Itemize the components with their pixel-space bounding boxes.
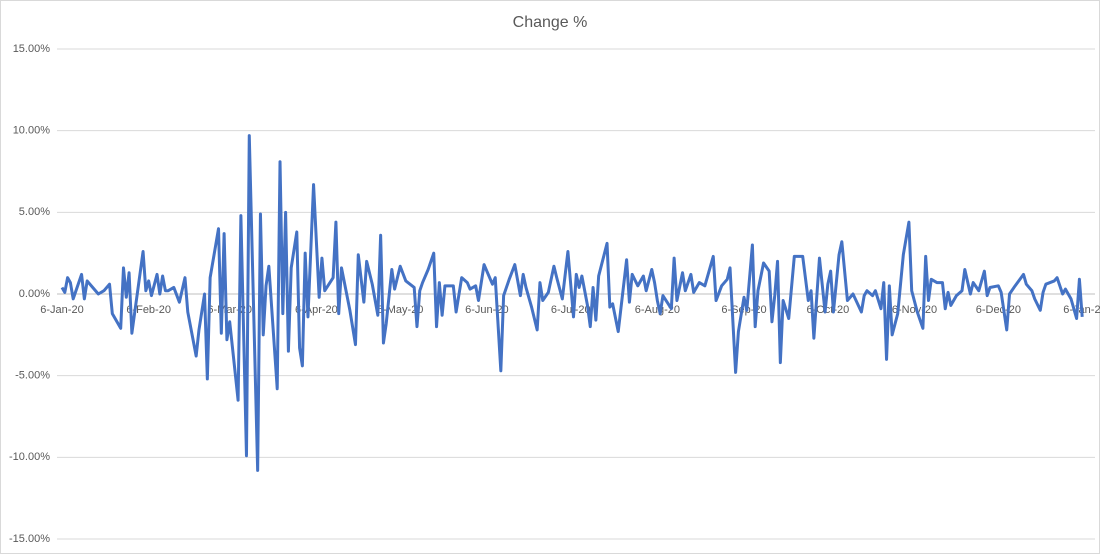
x-tick-label: 6-Jan-20: [40, 304, 83, 316]
data-line: [60, 134, 1084, 472]
x-tick-label: 6-Feb-20: [126, 304, 171, 316]
y-tick-label: 15.00%: [13, 43, 51, 55]
x-tick-label: 6-Dec-20: [976, 304, 1021, 316]
x-tick-label: 6-Apr-20: [295, 304, 338, 316]
y-tick-label: -5.00%: [15, 370, 50, 382]
y-tick-label: 10.00%: [13, 125, 51, 137]
x-tick-label: 6-Jul-20: [551, 304, 591, 316]
x-tick-label: 6-Mar-20: [207, 304, 252, 316]
y-tick-label: -15.00%: [9, 533, 50, 545]
y-tick-label: 5.00%: [19, 206, 50, 218]
chart-title: Change %: [513, 14, 588, 31]
x-tick-label: 6-Nov-20: [892, 304, 937, 316]
y-tick-label: -10.00%: [9, 451, 50, 463]
y-tick-label: 0.00%: [19, 288, 50, 300]
